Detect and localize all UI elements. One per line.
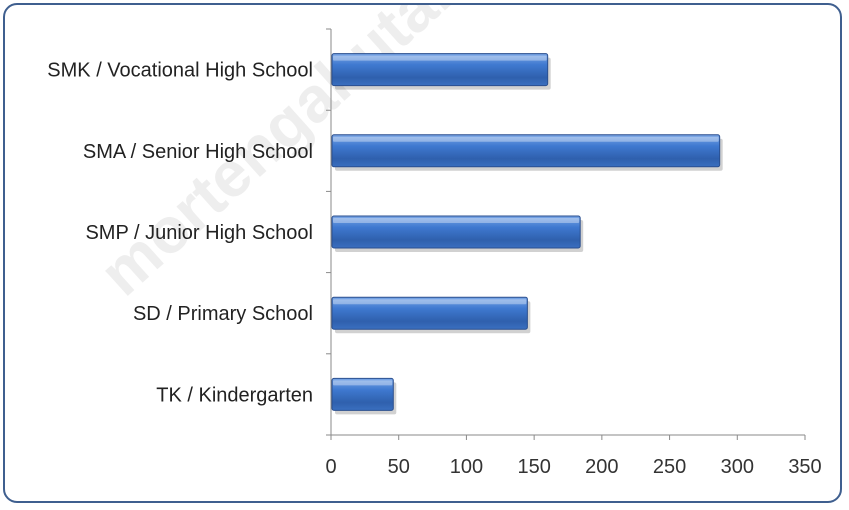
bar [331, 53, 549, 87]
x-tick-label: 250 [653, 456, 686, 478]
category-label: TK / Kindergarten [156, 384, 313, 406]
x-tick-label: 0 [325, 456, 336, 478]
bar-chart: 0 50 100 150 200 250 300 350 SMK / Vocational Hi… [47, 28, 822, 478]
x-tick-label: 50 [388, 456, 410, 478]
bar-highlight [333, 218, 580, 223]
x-tick-label: 100 [450, 456, 483, 478]
bar [331, 296, 528, 330]
bar [331, 215, 581, 249]
x-tick-label: 150 [517, 456, 550, 478]
bar-highlight [333, 380, 393, 386]
category-label: SD / Primary School [133, 303, 313, 325]
axis-layer [326, 28, 806, 440]
bar-highlight [333, 136, 719, 142]
bar-layer [331, 53, 723, 415]
bar-highlight [333, 299, 527, 305]
bar [331, 377, 394, 411]
x-tick-label: 350 [788, 456, 821, 478]
bar-highlight [333, 55, 547, 61]
x-tick-label: 200 [585, 456, 618, 478]
label-layer: 0 50 100 150 200 250 300 350 SMK / Vocational Hi… [47, 60, 821, 478]
chart-frame: mortengahutarakab.bp 0501001502002503003… [3, 3, 842, 503]
x-tick-label: 300 [721, 456, 754, 478]
bar [331, 134, 721, 168]
category-label: SMA / Senior High School [83, 141, 313, 163]
category-label: SMP / Junior High School [85, 222, 313, 244]
category-label: SMK / Vocational High School [47, 60, 313, 82]
